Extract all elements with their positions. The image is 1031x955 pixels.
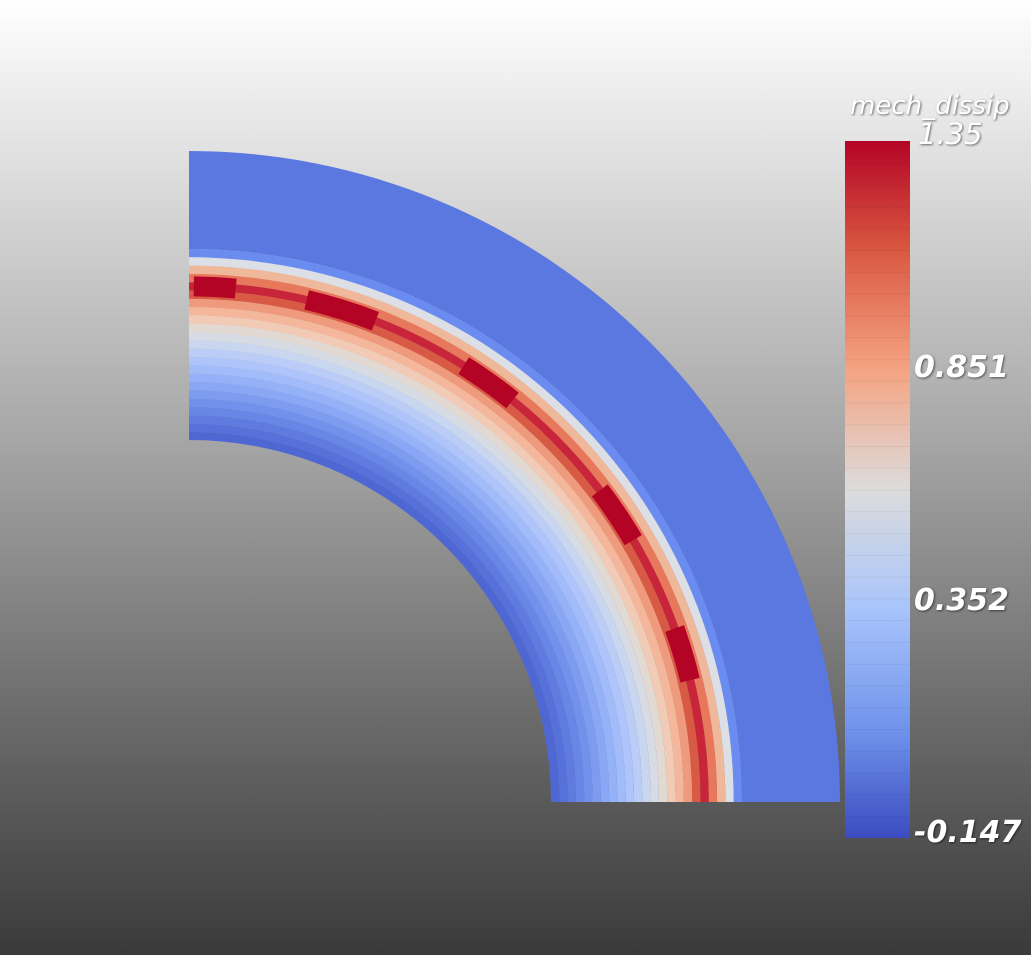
- colorbar-step: [845, 315, 910, 317]
- colorbar-tick-lower: 0.352: [914, 583, 1009, 618]
- colorbar-step: [845, 206, 910, 208]
- colorbar-step: [845, 293, 910, 295]
- outer-band: [189, 151, 840, 802]
- colorbar-step: [845, 554, 910, 556]
- colorbar-bands: [845, 162, 910, 818]
- colorbar-step: [845, 358, 910, 360]
- colorbar: [845, 141, 910, 838]
- hotspot: [458, 357, 519, 409]
- colorbar-step: [845, 249, 910, 251]
- colorbar-step: [845, 511, 910, 513]
- colorbar-tick-max: 1.35: [918, 117, 983, 151]
- colorbar-title: mech_dissip: [850, 91, 1010, 121]
- dissipation-rings: [189, 249, 742, 803]
- colorbar-step: [845, 576, 910, 578]
- colorbar-step: [845, 402, 910, 404]
- colorbar-step: [845, 533, 910, 535]
- colorbar-step: [845, 162, 910, 164]
- colorbar-step: [845, 620, 910, 622]
- hotspot: [304, 290, 379, 331]
- colorbar-step: [845, 467, 910, 469]
- colorbar-tick-upper: 0.851: [914, 350, 1009, 385]
- colorbar-step: [845, 707, 910, 709]
- colorbar-step: [845, 184, 910, 186]
- colorbar-step: [845, 794, 910, 796]
- colorbar-step: [845, 228, 910, 230]
- colorbar-step: [845, 750, 910, 752]
- hotspot: [193, 276, 237, 299]
- colorbar-step: [845, 489, 910, 491]
- colorbar-step: [845, 663, 910, 665]
- colorbar-step: [845, 380, 910, 382]
- colorbar-step: [845, 816, 910, 818]
- colorbar-step: [845, 271, 910, 273]
- colorbar-step: [845, 337, 910, 339]
- hotspot: [591, 484, 642, 546]
- colorbar-step: [845, 641, 910, 643]
- dissipation-hotspots: [193, 276, 700, 683]
- colorbar-step: [845, 424, 910, 426]
- mesh-quarter-annulus: [189, 151, 840, 803]
- colorbar-tick-min: -0.147: [914, 815, 1022, 850]
- hotspot: [665, 625, 700, 683]
- colorbar-step: [845, 685, 910, 687]
- colorbar-step: [845, 445, 910, 447]
- colorbar-step: [845, 598, 910, 600]
- colorbar-step: [845, 729, 910, 731]
- colorbar-step: [845, 772, 910, 774]
